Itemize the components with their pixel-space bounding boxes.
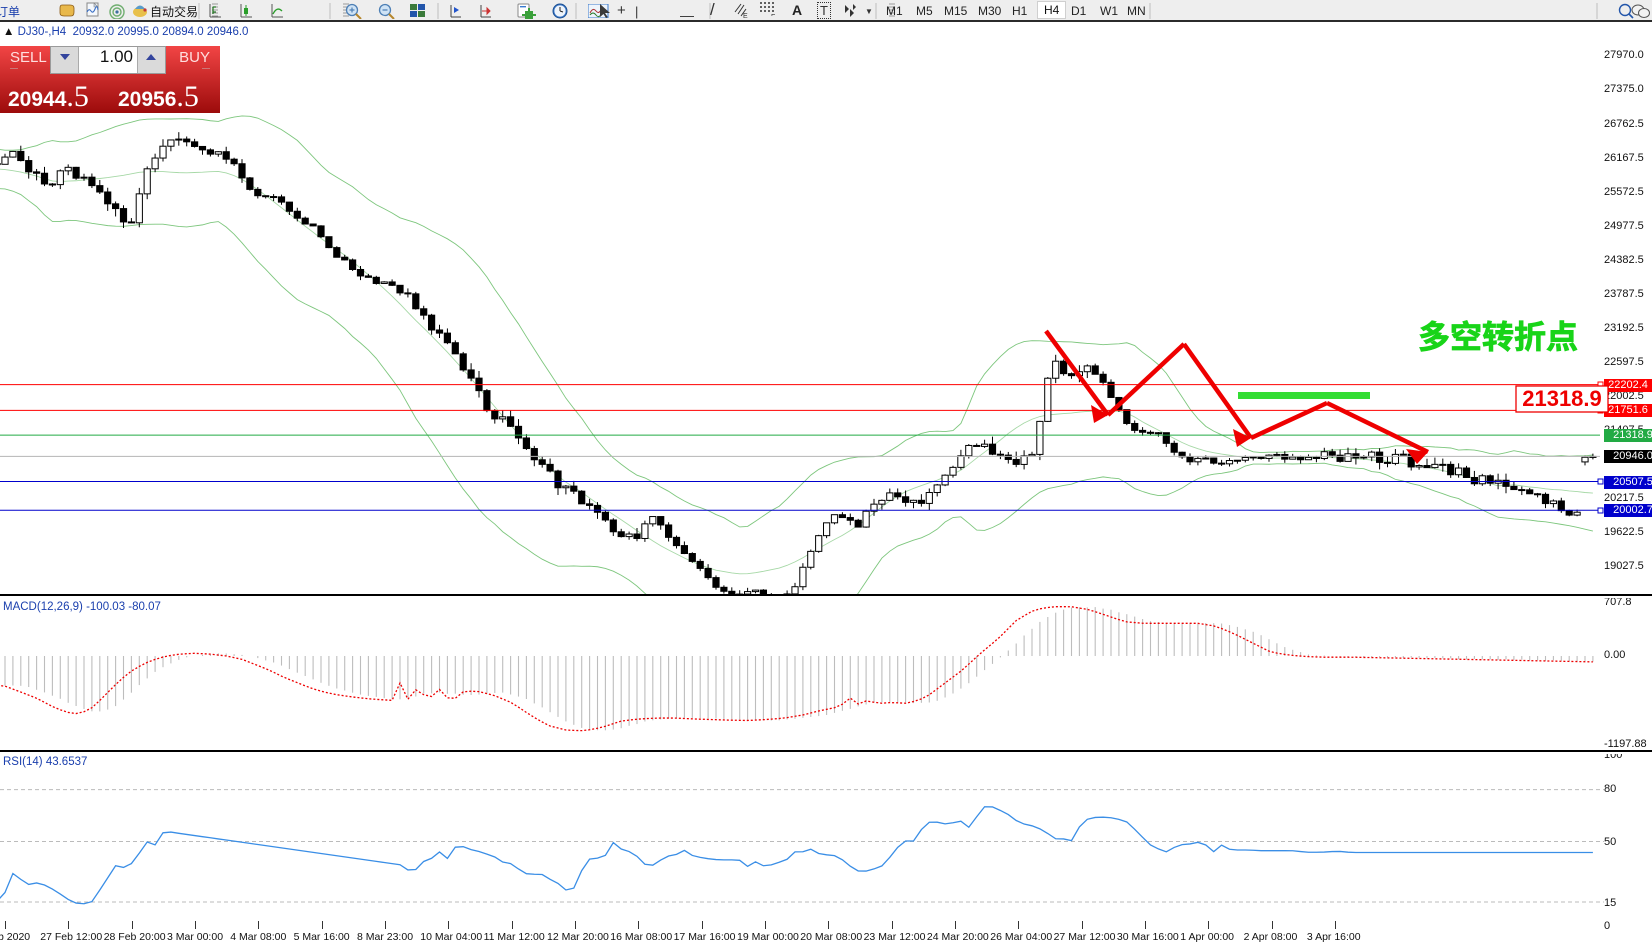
svg-text:多空转折点: 多空转折点 — [1418, 312, 1578, 358]
svg-text:21318.9: 21318.9 — [1522, 386, 1602, 411]
